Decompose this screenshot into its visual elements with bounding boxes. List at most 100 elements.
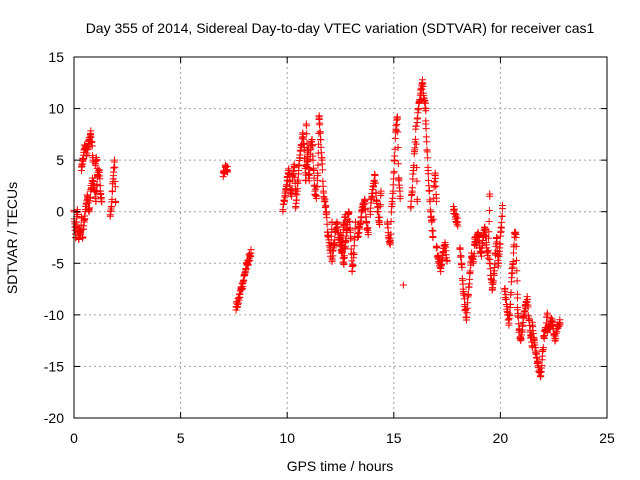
data-point	[462, 305, 470, 313]
data-point	[391, 145, 399, 153]
data-point	[498, 218, 506, 226]
data-point	[466, 270, 474, 278]
data-point	[390, 168, 398, 176]
data-point	[311, 187, 319, 195]
data-point	[324, 228, 332, 236]
data-point	[498, 212, 506, 220]
data-point	[479, 234, 487, 241]
data-point	[419, 83, 427, 91]
data-point	[388, 203, 396, 211]
data-point	[513, 267, 521, 275]
data-point	[394, 160, 402, 168]
data-point	[292, 203, 300, 211]
data-point	[346, 217, 354, 225]
data-point	[319, 187, 327, 195]
data-point	[283, 177, 291, 185]
data-point	[391, 156, 399, 164]
data-point	[312, 192, 320, 200]
data-point	[349, 261, 357, 269]
data-point	[87, 129, 95, 137]
data-point	[348, 268, 356, 276]
data-point	[539, 344, 547, 352]
data-point	[409, 166, 417, 174]
data-point	[548, 316, 556, 324]
data-point	[485, 228, 493, 236]
data-point	[374, 208, 382, 216]
data-point	[426, 198, 434, 206]
data-point	[477, 249, 485, 257]
y-tick-label: 5	[56, 152, 64, 168]
data-point	[348, 257, 356, 265]
data-point	[532, 347, 540, 355]
data-point	[486, 259, 494, 267]
data-point	[520, 311, 528, 319]
data-point	[372, 197, 380, 205]
data-point	[412, 122, 420, 130]
data-point	[111, 156, 119, 164]
data-point	[302, 120, 310, 128]
x-axis-label: GPS time / hours	[287, 458, 394, 474]
data-point	[513, 306, 521, 314]
data-point	[304, 156, 312, 164]
data-point	[512, 234, 520, 241]
data-point	[72, 234, 80, 241]
data-point	[79, 156, 87, 164]
data-point	[511, 228, 519, 236]
data-point	[293, 187, 301, 195]
data-point	[389, 181, 397, 189]
data-point	[432, 244, 440, 252]
data-point	[95, 166, 103, 174]
y-tick-label: -20	[44, 410, 64, 426]
x-tick-label: 0	[70, 430, 78, 446]
data-point	[350, 249, 358, 257]
data-point	[315, 112, 323, 120]
data-point	[487, 275, 495, 283]
data-point	[308, 142, 316, 150]
data-point	[413, 115, 421, 123]
data-point	[508, 270, 516, 278]
data-point	[490, 270, 498, 278]
data-point	[289, 172, 297, 180]
data-point	[459, 285, 467, 293]
data-point	[94, 172, 102, 180]
x-axis: 0 5 10 15 20 25	[70, 57, 615, 446]
data-point	[502, 295, 510, 303]
data-point	[484, 247, 492, 255]
data-point	[540, 331, 548, 339]
data-point	[412, 140, 420, 148]
x-tick-label: 15	[386, 430, 402, 446]
data-point	[307, 146, 315, 154]
data-point	[304, 163, 312, 171]
data-point	[395, 177, 403, 185]
data-point	[341, 239, 349, 247]
data-point	[108, 187, 116, 195]
data-point	[424, 154, 432, 162]
data-point	[314, 172, 322, 180]
data-point	[369, 182, 377, 190]
data-point	[439, 249, 447, 257]
data-point	[456, 244, 464, 252]
data-point	[333, 218, 341, 226]
data-point	[472, 239, 480, 247]
data-point	[286, 182, 294, 190]
data-point	[377, 187, 385, 195]
data-point	[407, 203, 415, 211]
data-point	[497, 223, 505, 231]
data-point	[247, 249, 255, 257]
data-point	[323, 220, 331, 228]
data-point	[513, 277, 521, 285]
data-point	[303, 139, 311, 147]
x-tick-label: 25	[599, 430, 615, 446]
data-point	[513, 290, 521, 298]
data-point	[399, 281, 407, 289]
data-point	[408, 187, 416, 195]
data-point	[93, 156, 101, 164]
data-point	[537, 373, 545, 381]
data-point	[375, 218, 383, 226]
data-point	[98, 197, 106, 205]
data-point	[313, 182, 321, 190]
y-tick-label: -10	[44, 307, 64, 323]
data-point	[413, 164, 421, 172]
data-point	[457, 253, 465, 261]
data-point	[551, 337, 559, 345]
